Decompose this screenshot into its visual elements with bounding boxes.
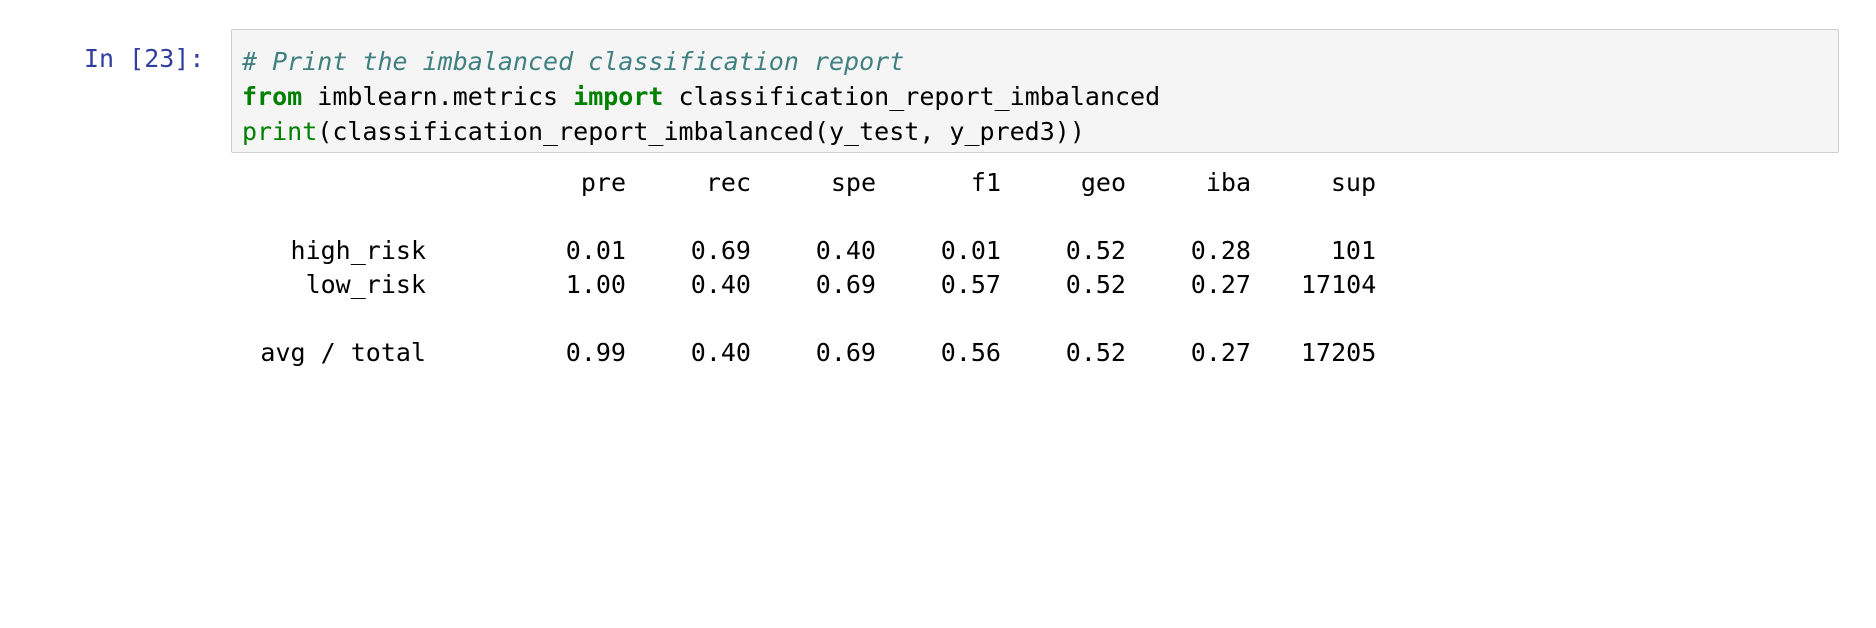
- header-f1: f1: [970, 168, 1001, 197]
- cell-f1: 0.57: [940, 270, 1001, 299]
- report-row-high-risk: high_risk 0.01 0.69 0.40 0.01 0.52 0.28 …: [241, 236, 1376, 270]
- cell-f1: 0.56: [940, 338, 1001, 367]
- keyword-from: from: [242, 82, 303, 111]
- header-iba: iba: [1205, 168, 1251, 197]
- code-cell-input[interactable]: # Print the imbalanced classification re…: [231, 29, 1839, 153]
- code-comment: # Print the imbalanced classification re…: [242, 47, 905, 76]
- row-label: avg / total: [260, 338, 426, 367]
- report-row-low-risk: low_risk 1.00 0.40 0.69 0.57 0.52 0.27 1…: [241, 270, 1377, 304]
- header-geo: geo: [1080, 168, 1126, 197]
- code-line-print: print(classification_report_imbalanced(y…: [242, 114, 1828, 149]
- imported-name: classification_report_imbalanced: [663, 82, 1161, 111]
- keyword-import: import: [573, 82, 664, 111]
- builtin-print: print: [242, 117, 318, 146]
- cell-rec: 0.40: [690, 338, 751, 367]
- cell-pre: 1.00: [565, 270, 626, 299]
- cell-geo: 0.52: [1065, 270, 1126, 299]
- row-label: high_risk: [290, 236, 426, 265]
- report-row-avg-total: avg / total 0.99 0.40 0.69 0.56 0.52 0.2…: [241, 338, 1376, 372]
- cell-iba: 0.27: [1190, 270, 1251, 299]
- header-pre: pre: [580, 168, 626, 197]
- cell-iba: 0.27: [1190, 338, 1251, 367]
- header-rec: rec: [705, 168, 751, 197]
- cell-spe: 0.40: [815, 236, 876, 265]
- cell-rec: 0.69: [690, 236, 751, 265]
- cell-output: pre rec spe f1 geo iba sup high_risk 0.0…: [241, 168, 1377, 367]
- cell-sup: 17104: [1301, 270, 1377, 299]
- cell-spe: 0.69: [815, 270, 876, 299]
- row-label: low_risk: [305, 270, 426, 299]
- cell-f1: 0.01: [940, 236, 1001, 265]
- cell-sup: 17205: [1301, 338, 1377, 367]
- input-prompt: In [23]:: [84, 44, 205, 73]
- cell-sup: 101: [1330, 236, 1376, 265]
- header-spe: spe: [830, 168, 876, 197]
- report-header-row: pre rec spe f1 geo iba sup: [241, 168, 1376, 202]
- cell-iba: 0.28: [1190, 236, 1251, 265]
- cell-geo: 0.52: [1065, 338, 1126, 367]
- cell-spe: 0.69: [815, 338, 876, 367]
- code-line-import: from imblearn.metrics import classificat…: [242, 79, 1828, 114]
- header-sup: sup: [1330, 168, 1376, 197]
- cell-rec: 0.40: [690, 270, 751, 299]
- cell-geo: 0.52: [1065, 236, 1126, 265]
- code-line-comment: # Print the imbalanced classification re…: [242, 44, 1828, 79]
- cell-pre: 0.01: [565, 236, 626, 265]
- module-name: imblearn.metrics: [302, 82, 574, 111]
- print-arguments: (classification_report_imbalanced(y_test…: [317, 117, 1085, 146]
- cell-pre: 0.99: [565, 338, 626, 367]
